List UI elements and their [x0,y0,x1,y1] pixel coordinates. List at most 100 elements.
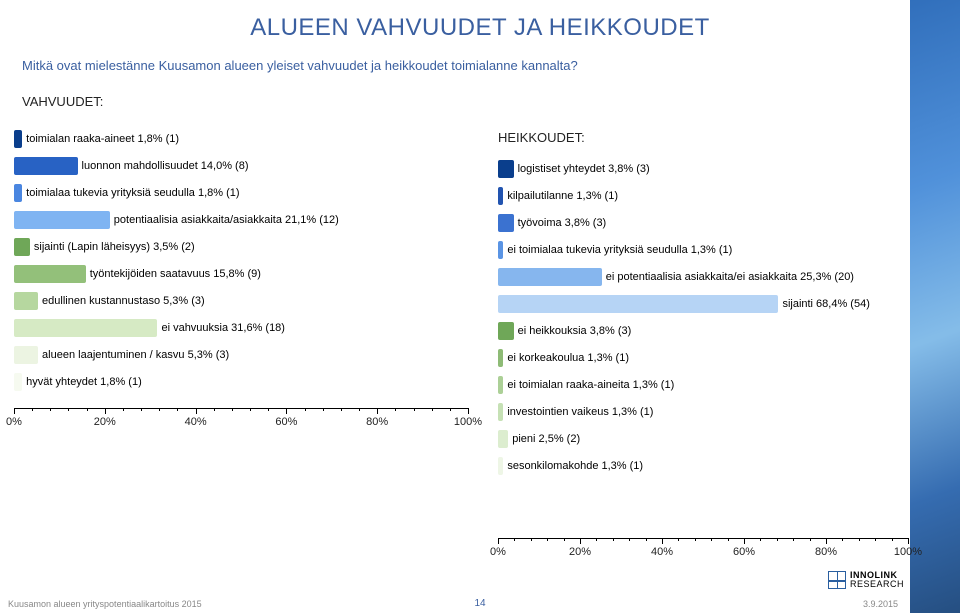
bar-label: alueen laajentuminen / kasvu 5,3% (3) [42,346,229,364]
axis-minor-tick [395,408,396,411]
bar-label: logistiset yhteydet 3,8% (3) [518,160,650,178]
bar-label: työvoima 3,8% (3) [518,214,607,232]
axis-tick-label: 40% [185,416,207,428]
axis-minor-tick [564,538,565,541]
bar [498,430,508,448]
footer-page-number: 14 [474,598,485,609]
bar-row: ei toimialaa tukevia yrityksiä seudulla … [498,241,908,259]
axis-minor-tick [596,538,597,541]
axis-minor-tick [547,538,548,541]
axis-tick-label: 60% [733,546,755,558]
axis-tick-label: 20% [569,546,591,558]
axis-tick-label: 0% [6,416,22,428]
bar [498,268,602,286]
axis-tick-label: 60% [275,416,297,428]
bar-row: alueen laajentuminen / kasvu 5,3% (3) [14,346,468,364]
axis-minor-tick [777,538,778,541]
bar-row: pieni 2,5% (2) [498,430,908,448]
bar-row: ei potentiaalisia asiakkaita/ei asiakkai… [498,268,908,286]
strengths-section-label: VAHVUUDET: [22,94,103,109]
axis-minor-tick [875,538,876,541]
axis-tick [468,408,469,414]
axis-tick [286,408,287,414]
bar-label: investointien vaikeus 1,3% (1) [507,403,653,421]
axis-tick [14,408,15,414]
bar [14,238,30,256]
strengths-chart: toimialan raaka-aineet 1,8% (1) luonnon m… [14,130,468,440]
axis-tick [826,538,827,544]
axis-minor-tick [613,538,614,541]
axis-minor-tick [859,538,860,541]
bar-label: edullinen kustannustaso 5,3% (3) [42,292,205,310]
axis-tick-label: 100% [454,416,482,428]
axis-minor-tick [711,538,712,541]
bar [498,241,503,259]
bar [14,184,22,202]
axis-minor-tick [232,408,233,411]
bar [498,322,514,340]
logo-text: INNOLINK RESEARCH [850,571,904,589]
background-decoration [910,0,960,613]
axis-tick-label: 80% [815,546,837,558]
bar-label: luonnon mahdollisuudet 14,0% (8) [82,157,249,175]
bar [14,292,38,310]
axis-minor-tick [678,538,679,541]
bar-row: ei vahvuuksia 31,6% (18) [14,319,468,337]
axis-minor-tick [531,538,532,541]
weaknesses-section-label: HEIKKOUDET: [498,130,585,145]
bar [498,295,778,313]
axis-minor-tick [305,408,306,411]
axis-minor-tick [646,538,647,541]
bar-row: työvoima 3,8% (3) [498,214,908,232]
axis-tick [196,408,197,414]
axis-minor-tick [341,408,342,411]
strengths-chart-axis: 0%20%40%60%80%100% [14,408,468,438]
bar-row: luonnon mahdollisuudet 14,0% (8) [14,157,468,175]
axis-line [498,538,908,539]
bar-row: toimialan raaka-aineet 1,8% (1) [14,130,468,148]
bar [498,457,503,475]
axis-minor-tick [123,408,124,411]
bar-label: ei potentiaalisia asiakkaita/ei asiakkai… [606,268,854,286]
bar [14,130,22,148]
axis-minor-tick [159,408,160,411]
bar-label: potentiaalisia asiakkaita/asiakkaita 21,… [114,211,339,229]
axis-minor-tick [323,408,324,411]
axis-minor-tick [177,408,178,411]
axis-tick [908,538,909,544]
axis-minor-tick [268,408,269,411]
axis-tick-label: 80% [366,416,388,428]
axis-tick [498,538,499,544]
axis-minor-tick [842,538,843,541]
bar-row: kilpailutilanne 1,3% (1) [498,187,908,205]
footer-source: Kuusamon alueen yrityspotentiaalikartoit… [8,599,202,609]
axis-tick [377,408,378,414]
axis-minor-tick [87,408,88,411]
axis-minor-tick [629,538,630,541]
axis-minor-tick [359,408,360,411]
bar [14,346,38,364]
bar-label: ei heikkouksia 3,8% (3) [518,322,632,340]
axis-minor-tick [892,538,893,541]
bar-row: edullinen kustannustaso 5,3% (3) [14,292,468,310]
bar-label: ei toimialaa tukevia yrityksiä seudulla … [507,241,732,259]
bar [14,265,86,283]
axis-minor-tick [141,408,142,411]
axis-tick [105,408,106,414]
bar [14,211,110,229]
bar-label: kilpailutilanne 1,3% (1) [507,187,618,205]
bar-row: ei korkeakoulua 1,3% (1) [498,349,908,367]
axis-minor-tick [514,538,515,541]
bar-label: ei vahvuuksia 31,6% (18) [161,319,285,337]
page: ALUEEN VAHVUUDET JA HEIKKOUDET Mitkä ova… [0,0,960,613]
bar-label: sijainti (Lapin läheisyys) 3,5% (2) [34,238,195,256]
bar-row: ei heikkouksia 3,8% (3) [498,322,908,340]
logo-line-2: RESEARCH [850,580,904,589]
axis-minor-tick [432,408,433,411]
bar-row: logistiset yhteydet 3,8% (3) [498,160,908,178]
logo-mark-icon [828,571,846,589]
weaknesses-chart-axis: 0%20%40%60%80%100% [498,538,908,568]
bar-row: sesonkilomakohde 1,3% (1) [498,457,908,475]
axis-minor-tick [450,408,451,411]
axis-tick [580,538,581,544]
